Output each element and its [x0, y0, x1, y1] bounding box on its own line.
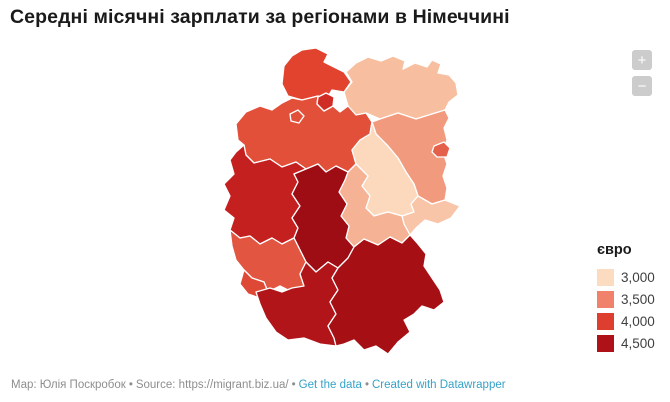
legend-item: 4,500: [597, 335, 655, 352]
legend-label: 3,000: [621, 270, 655, 285]
germany-choropleth-map: [223, 47, 461, 355]
footer-separator: •: [291, 379, 296, 391]
map-legend: євро 3,000 3,500 4,000 4,500: [597, 242, 655, 357]
legend-swatch: [597, 335, 614, 352]
legend-title: євро: [597, 242, 632, 258]
map-zoom-controls: + −: [632, 50, 652, 96]
footer-separator: •: [364, 379, 369, 391]
legend-swatch: [597, 313, 614, 330]
footer-credit: Map: Юлія Поскробок: [11, 379, 126, 391]
legend-item: 3,500: [597, 291, 655, 308]
chart-title: Середні місячні зарплати за регіонами в …: [10, 6, 510, 28]
legend-label: 4,500: [621, 336, 655, 351]
region-hamburg[interactable]: [316, 92, 335, 112]
region-sachsen[interactable]: [401, 195, 461, 236]
legend-swatch: [597, 269, 614, 286]
zoom-in-button[interactable]: +: [632, 50, 652, 70]
zoom-out-button[interactable]: −: [632, 76, 652, 96]
legend-swatch: [597, 291, 614, 308]
footer-separator: •: [128, 379, 133, 391]
region-bayern[interactable]: [327, 234, 445, 355]
legend-item: 4,000: [597, 313, 655, 330]
region-mecklenburg-vorpommern[interactable]: [343, 55, 459, 120]
footer-attribution: Map: Юлія Поскробок • Source: https://migr…: [11, 379, 506, 391]
region-schleswig-holstein[interactable]: [281, 47, 352, 101]
region-bremen[interactable]: [289, 109, 305, 124]
region-berlin[interactable]: [431, 141, 451, 158]
get-the-data-link[interactable]: Get the data: [298, 379, 362, 391]
legend-label: 3,500: [621, 292, 655, 307]
legend-item: 3,000: [597, 269, 655, 286]
legend-label: 4,000: [621, 314, 655, 329]
footer-source: Source: https://migrant.biz.ua/: [135, 379, 289, 391]
created-with-datawrapper-link[interactable]: Created with Datawrapper: [371, 379, 506, 391]
